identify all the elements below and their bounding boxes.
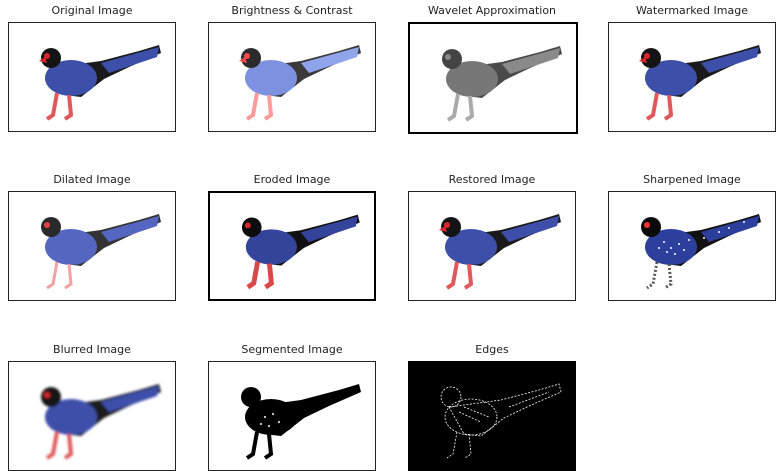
image-sharpened xyxy=(608,191,776,301)
bird-image xyxy=(641,214,761,290)
panel-title: Watermarked Image xyxy=(636,4,748,17)
image-brightness-contrast xyxy=(208,22,376,132)
panel-title: Eroded Image xyxy=(253,173,331,186)
bird-image xyxy=(442,46,562,122)
image-dilated xyxy=(8,191,176,301)
image-segmented xyxy=(208,361,376,471)
image-original xyxy=(8,22,176,132)
bird-image xyxy=(41,214,161,290)
panel-title: Blurred Image xyxy=(53,343,131,356)
panel-title: Dilated Image xyxy=(53,173,131,186)
panel-title: Edges xyxy=(475,343,509,356)
bird-image xyxy=(639,45,761,121)
panel-title: Brightness & Contrast xyxy=(231,4,353,17)
panel-title: Segmented Image xyxy=(241,343,343,356)
bird-image xyxy=(39,45,161,121)
image-blurred xyxy=(8,361,176,471)
panel-title: Wavelet Approximation xyxy=(427,4,557,17)
image-wavelet xyxy=(408,22,578,134)
image-eroded xyxy=(208,191,376,301)
panel-title: Original Image xyxy=(51,4,133,17)
bird-image xyxy=(41,384,161,460)
bird-image xyxy=(241,214,360,290)
bird-image xyxy=(439,214,561,290)
bird-figure xyxy=(39,45,161,121)
bird-image xyxy=(239,45,361,121)
image-watermarked xyxy=(608,22,776,132)
image-restored xyxy=(408,191,576,301)
panel-title: Sharpened Image xyxy=(643,173,741,186)
image-edges xyxy=(408,361,576,471)
panel-title: Restored Image xyxy=(448,173,536,186)
bird-image xyxy=(241,384,361,460)
bird-image xyxy=(440,383,562,459)
